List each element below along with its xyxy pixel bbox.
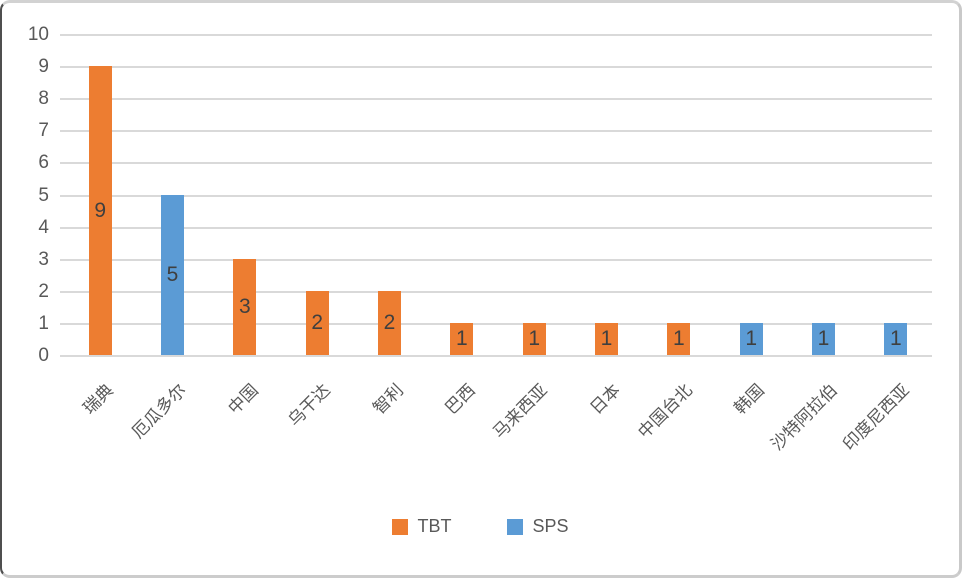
x-category-label: 马来西亚 <box>489 380 552 443</box>
legend-item-sps: SPS <box>507 516 569 537</box>
legend: TBT SPS <box>2 516 959 537</box>
y-tick-label: 2 <box>38 280 49 302</box>
x-category-label: 智利 <box>368 380 407 419</box>
y-tick-label: 0 <box>38 345 49 366</box>
x-category-label: 韩国 <box>730 380 769 419</box>
bar-data-label: 1 <box>745 326 757 350</box>
x-category-label: 中国 <box>224 380 262 419</box>
bar-data-label: 1 <box>528 326 540 350</box>
y-tick-label: 5 <box>38 184 49 206</box>
y-tick-label: 10 <box>27 24 49 45</box>
gridline <box>60 130 932 133</box>
bar-tbt: 1 <box>450 322 474 355</box>
x-category-label: 印度尼西亚 <box>839 380 913 455</box>
bar-sps: 5 <box>161 194 184 355</box>
bar-tbt: 1 <box>667 322 691 355</box>
gridline <box>60 226 932 229</box>
bar-sps: 1 <box>739 322 763 355</box>
gridline <box>60 194 932 197</box>
gridline <box>60 290 932 293</box>
gridline <box>60 66 932 69</box>
bar-tbt: 1 <box>595 322 618 355</box>
bar-data-label: 2 <box>383 310 396 334</box>
y-tick-label: 1 <box>38 312 49 334</box>
gridline <box>60 98 932 101</box>
x-category-label: 厄瓜多尔 <box>127 380 190 443</box>
bar-tbt: 2 <box>378 290 401 355</box>
bar-tbt: 2 <box>305 290 329 355</box>
bar-data-label: 9 <box>94 198 106 222</box>
bar-sps: 1 <box>812 322 835 355</box>
gridline <box>60 322 932 325</box>
bar-data-label: 1 <box>817 326 830 350</box>
x-category-label: 瑞典 <box>79 380 118 419</box>
bar-data-label: 5 <box>166 262 179 286</box>
x-category-label: 日本 <box>585 380 624 419</box>
y-tick-label: 6 <box>38 152 49 174</box>
x-category-label: 乌干达 <box>284 380 335 431</box>
legend-label-sps: SPS <box>532 516 569 536</box>
bar-data-label: 3 <box>238 294 251 318</box>
x-category-label: 沙特阿拉伯 <box>766 380 841 455</box>
y-tick-label: 9 <box>38 56 49 78</box>
bar-data-label: 1 <box>889 326 902 350</box>
y-tick-label: 8 <box>38 88 49 110</box>
y-tick-label: 7 <box>38 120 49 142</box>
y-tick-label: 4 <box>38 216 49 238</box>
sps-series-swatch <box>507 518 524 535</box>
gridline <box>60 34 932 36</box>
bar-tbt: 9 <box>88 66 112 355</box>
gridline <box>60 355 932 357</box>
y-tick-label: 3 <box>38 248 49 270</box>
bar-data-label: 1 <box>672 326 685 350</box>
bar-tbt: 3 <box>233 258 257 355</box>
bar-tbt: 1 <box>522 322 546 355</box>
gridline <box>60 162 932 165</box>
bar-chart: 0 1 2 3 4 5 6 7 8 9 10 9 5 3 2 2 1 1 1 1 1 1 1 瑞典 厄瓜多尔 中国 乌干达 智利巴… <box>2 3 959 575</box>
bar-data-label: 1 <box>455 326 468 350</box>
legend-item-tbt: TBT <box>392 516 451 537</box>
bar-data-label: 1 <box>600 326 613 350</box>
bar-data-label: 2 <box>311 310 323 334</box>
tbt-series-swatch <box>392 518 409 535</box>
x-category-label: 巴西 <box>441 380 479 419</box>
bar-sps: 1 <box>884 322 908 355</box>
gridline <box>60 258 932 261</box>
x-category-label: 中国台北 <box>634 380 696 443</box>
legend-label-tbt: TBT <box>417 516 452 536</box>
